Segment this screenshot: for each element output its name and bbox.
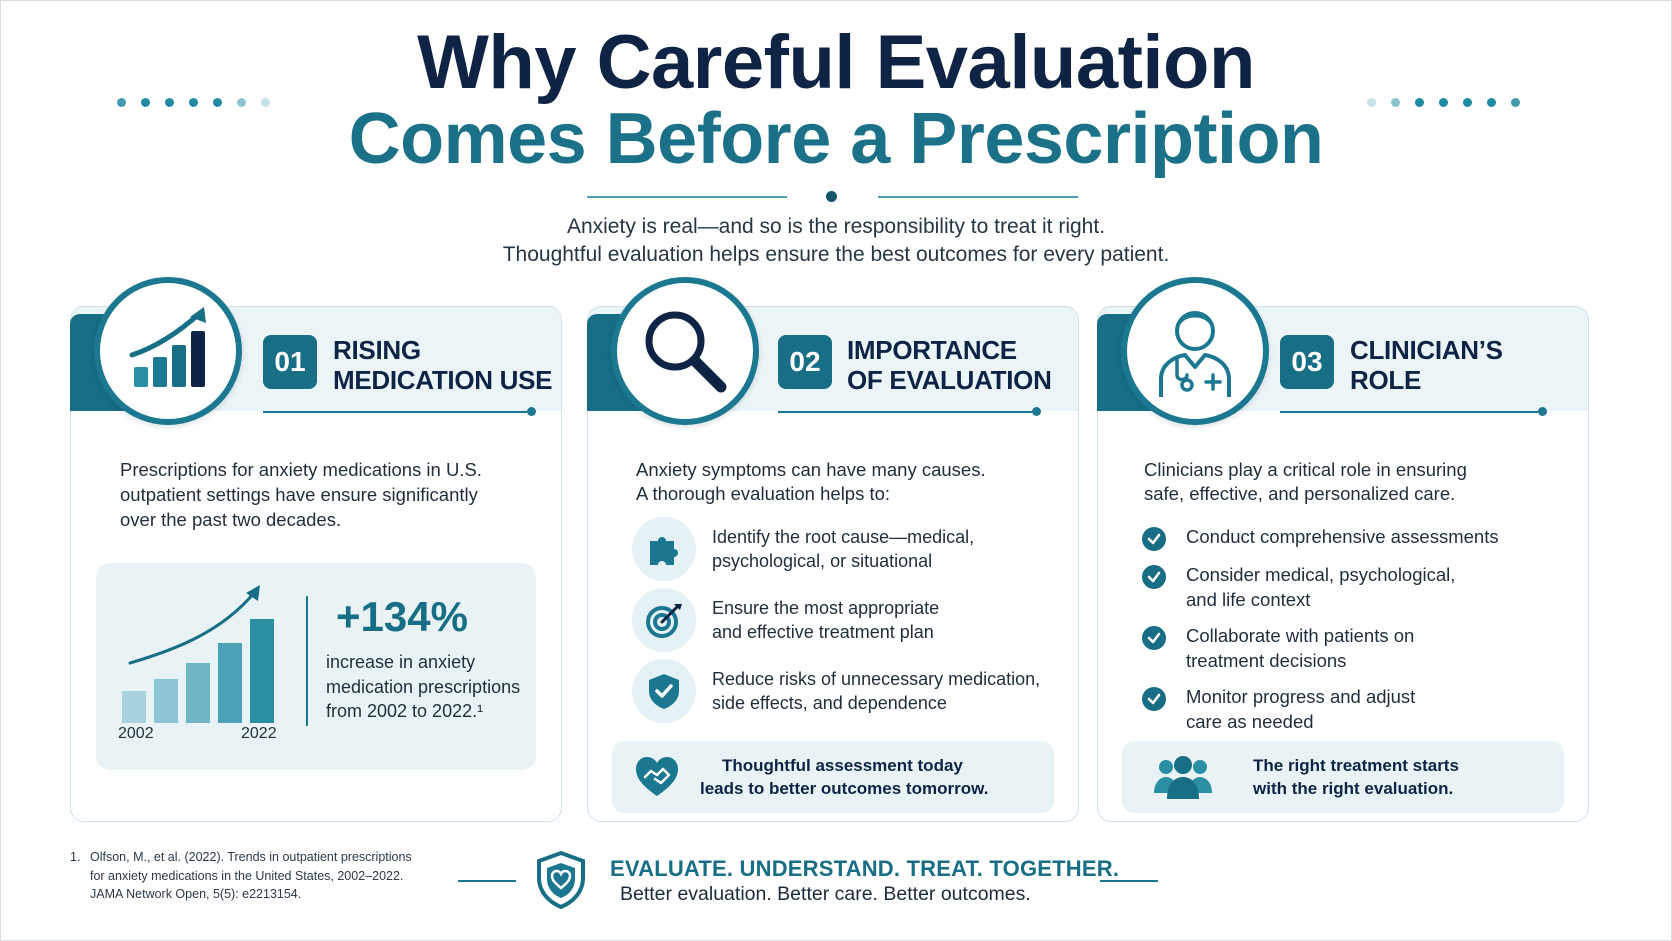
list-item: Ensure the most appropriate and effectiv…	[632, 588, 939, 652]
card-clinicians-role: 03 CLINICIAN’S ROLE Clinicians play a cr…	[1097, 277, 1589, 822]
list-item-line1: Collaborate with patients on	[1186, 625, 1415, 646]
card-header-underline-dot	[1538, 407, 1547, 416]
card-title-line1: CLINICIAN’S	[1350, 335, 1503, 365]
header-divider-right	[878, 196, 1078, 198]
card-number-badge: 01	[263, 335, 317, 389]
stat-separator	[306, 596, 308, 726]
list-item-line2: treatment decisions	[1186, 649, 1347, 671]
callout-box: The right treatment starts with the righ…	[1122, 741, 1564, 813]
footer-line-left	[458, 880, 516, 882]
card-header-underline	[778, 411, 1032, 413]
page-title-line1: Why Careful Evaluation	[417, 20, 1255, 105]
target-icon	[632, 588, 696, 652]
card-header-underline	[263, 411, 527, 413]
footer-tagline: EVALUATE. UNDERSTAND. TREAT. TOGETHER.	[610, 856, 1120, 881]
list-item-line1: Consider medical, psychological,	[1186, 564, 1456, 585]
header-divider-left	[587, 196, 787, 198]
card-title-line1: RISING	[333, 335, 421, 365]
list-item-line1: Reduce risks of unnecessary medication,	[712, 669, 1041, 689]
card-rising-medication-use: 01 RISING MEDICATION USE Prescriptions f…	[70, 277, 562, 822]
growth-chart-icon	[122, 585, 274, 723]
rising-bar-chart-icon	[94, 277, 242, 425]
decorative-dots-right	[1367, 98, 1520, 107]
shield-heart-icon	[537, 850, 585, 910]
footnote-line3: JAMA Network Open, 5(5): e2213154.	[90, 887, 302, 901]
decorative-dots-left	[117, 98, 270, 107]
footer-subtagline: Better evaluation. Better care. Better o…	[620, 883, 1031, 905]
card-body-line1: Clinicians play a critical role in ensur…	[1144, 459, 1467, 480]
list-item-line1: Conduct comprehensive assessments	[1186, 526, 1499, 547]
card-title-line2: MEDICATION USE	[333, 365, 553, 395]
check-icon	[1142, 565, 1166, 589]
card-title-line2: ROLE	[1350, 365, 1422, 395]
list-item-line1: Ensure the most appropriate	[712, 598, 940, 618]
list-item-line2: psychological, or situational	[712, 551, 933, 571]
group-icon	[1154, 756, 1212, 799]
year-start-label: 2002	[118, 725, 154, 742]
list-item: Consider medical, psychological, and lif…	[1142, 563, 1455, 612]
stat-text-line1: increase in anxiety	[326, 652, 476, 672]
stat-value: +134%	[336, 593, 468, 640]
list-item-line2: and effective treatment plan	[712, 622, 934, 642]
list-item-line1: Identify the root cause—medical,	[712, 527, 975, 547]
card-title-line2: OF EVALUATION	[847, 365, 1052, 395]
footer-line-right	[1100, 880, 1158, 882]
card-body-line3: over the past two decades.	[120, 509, 342, 530]
doctor-icon	[1121, 277, 1269, 425]
list-item-line2: side effects, and dependence	[712, 693, 947, 713]
card-number-badge: 02	[778, 335, 832, 389]
magnifying-glass-icon	[611, 277, 759, 425]
callout-line1: The right treatment starts	[1253, 756, 1459, 775]
card-header-underline-dot	[527, 407, 536, 416]
card-body-line1: Anxiety symptoms can have many causes.	[636, 459, 986, 480]
list-item-line2: and life context	[1186, 588, 1311, 610]
year-end-label: 2022	[241, 725, 277, 742]
card-title-line1: IMPORTANCE	[847, 335, 1017, 365]
card-number-badge: 03	[1280, 335, 1334, 389]
list-item-line2: care as needed	[1186, 710, 1314, 732]
list-item: Monitor progress and adjust care as need…	[1142, 685, 1415, 734]
callout-box: Thoughtful assessment today leads to bet…	[612, 741, 1054, 813]
page-title-line2: Comes Before a Prescription	[348, 99, 1324, 179]
card-body-line2: safe, effective, and personalized care.	[1144, 483, 1456, 504]
list-item: Identify the root cause—medical, psychol…	[632, 517, 974, 581]
footnote-number: 1.	[70, 850, 81, 864]
shield-check-icon	[632, 659, 696, 723]
check-icon	[1142, 687, 1166, 711]
card-body-line1: Prescriptions for anxiety medications in…	[120, 459, 482, 480]
footnote-line2: for anxiety medications in the United St…	[90, 868, 404, 883]
stat-box: 2002 2022 +134% increase in anxiety medi…	[96, 563, 536, 770]
check-icon	[1142, 527, 1166, 551]
list-item: Conduct comprehensive assessments	[1142, 525, 1499, 551]
list-item: Collaborate with patients on treatment d…	[1142, 624, 1414, 673]
subtitle-line1: Anxiety is real—and so is the responsibi…	[566, 215, 1106, 238]
footnote-line1: Olfson, M., et al. (2022). Trends in out…	[90, 850, 412, 864]
stat-text-line2: medication prescriptions	[326, 677, 521, 697]
subtitle-line2: Thoughtful evaluation helps ensure the b…	[502, 243, 1170, 266]
card-header-underline	[1280, 411, 1538, 413]
heart-handshake-icon	[636, 757, 678, 796]
check-icon	[1142, 626, 1166, 650]
card-header-underline-dot	[1032, 407, 1041, 416]
card-body-line2: A thorough evaluation helps to:	[636, 483, 891, 504]
card-body-line2: outpatient settings have ensure signific…	[120, 484, 478, 505]
callout-line2: with the right evaluation.	[1253, 779, 1454, 798]
stat-text-line3: from 2002 to 2022.¹	[326, 701, 484, 721]
card-importance-of-evaluation: 02 IMPORTANCE OF EVALUATION Anxiety symp…	[587, 277, 1079, 822]
callout-line2: leads to better outcomes tomorrow.	[700, 779, 989, 798]
header-divider-dot	[826, 191, 837, 202]
puzzle-icon	[632, 517, 696, 581]
list-item: Reduce risks of unnecessary medication, …	[632, 659, 1040, 723]
callout-line1: Thoughtful assessment today	[722, 756, 963, 775]
list-item-line1: Monitor progress and adjust	[1186, 686, 1416, 707]
